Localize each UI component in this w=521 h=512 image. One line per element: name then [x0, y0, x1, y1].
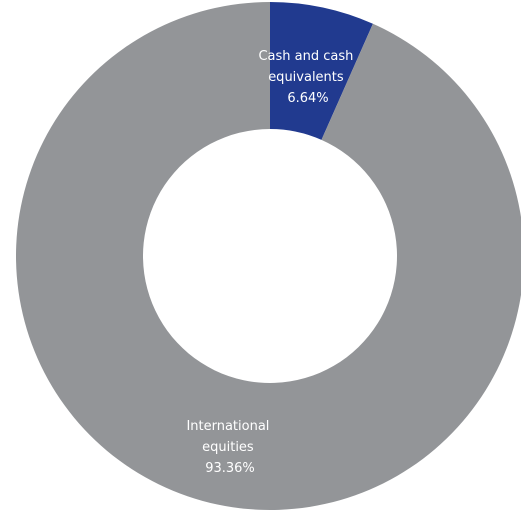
slice-label-cash-line1: Cash and cash — [258, 49, 353, 64]
slice-label-equities: International equities 93.36% — [186, 419, 273, 476]
slices-group — [16, 2, 521, 510]
slice-label-cash-line2: equivalents — [268, 70, 344, 85]
slice-value-cash: 6.64% — [287, 91, 328, 106]
slice-cash-and-cash-equivalents — [270, 2, 373, 140]
slice-label-cash: Cash and cash equivalents 6.64% — [258, 49, 357, 106]
slice-label-equities-line2: equities — [202, 440, 254, 455]
slice-value-equities: 93.36% — [205, 461, 255, 476]
slice-international-equities — [16, 2, 521, 510]
slice-label-equities-line1: International — [186, 419, 269, 434]
